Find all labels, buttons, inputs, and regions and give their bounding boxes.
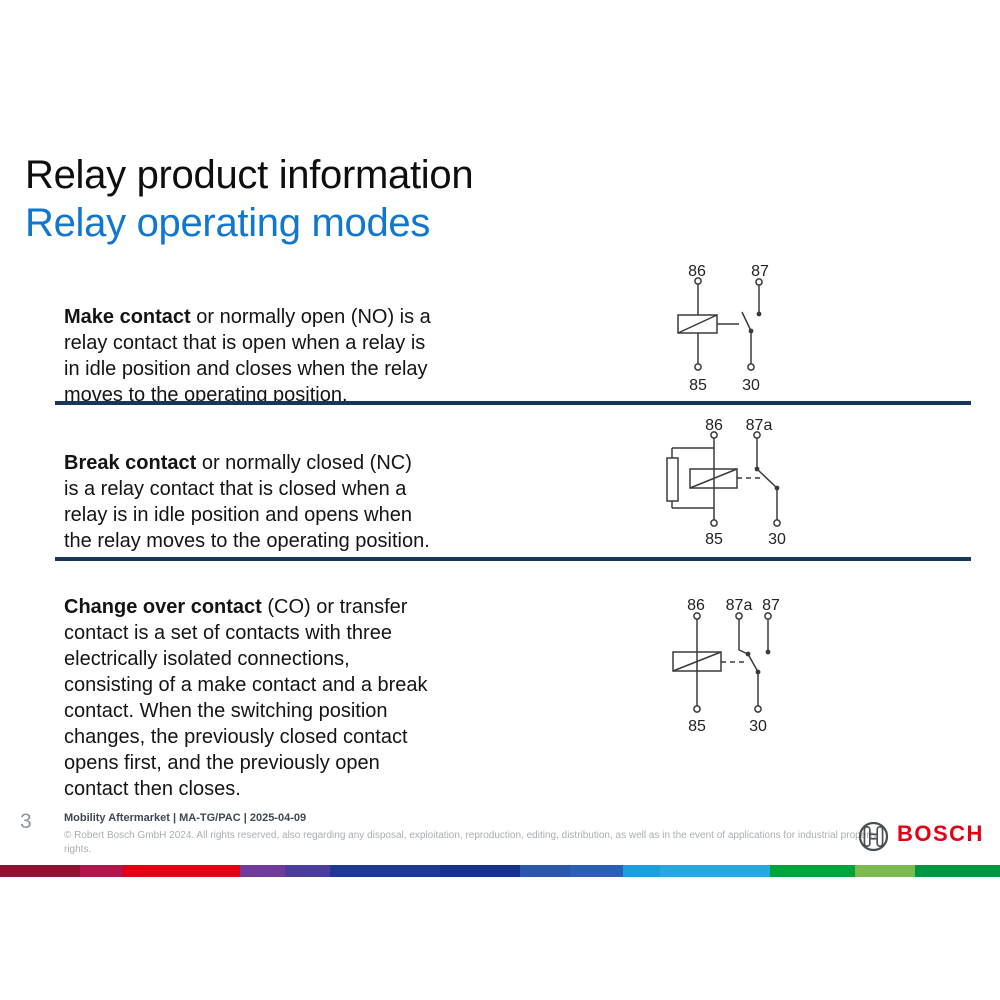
terminal-label-30: 30 (749, 718, 767, 735)
terminal-label-87: 87 (751, 263, 769, 280)
terminal-label-87a: 87a (746, 417, 773, 434)
terminal-label-87a: 87a (726, 597, 753, 614)
terminal-label-85: 85 (688, 718, 706, 735)
co-contact-symbol (721, 619, 769, 706)
terminal-87a (735, 612, 743, 620)
section-break-contact-lead: Break contact (64, 452, 197, 474)
coil-symbol (672, 619, 722, 706)
footer-meta: Mobility Aftermarket | MA-TG/PAC | 2025-… (64, 812, 307, 824)
terminal-label-85: 85 (689, 377, 707, 394)
break-contact-diagram: 86 87a 85 30 (666, 417, 786, 548)
bosch-logo: BOSCH (855, 816, 985, 856)
no-contact-symbol (717, 285, 760, 364)
terminal-label-86: 86 (688, 263, 706, 280)
section-divider (55, 557, 971, 561)
section-make-contact-text: Make contact or normally open (NO) is a … (64, 304, 534, 408)
terminal-87a (753, 431, 761, 439)
terminal-86 (710, 431, 718, 439)
parallel-resistor-symbol (666, 447, 714, 509)
section-break-contact-text: Break contact or normally closed (NC) is… (64, 450, 534, 554)
footer-copyright: © Robert Bosch GmbH 2024. All rights res… (64, 830, 878, 855)
terminal-85 (710, 519, 718, 527)
section-break-contact-body: or normally closed (NC) is a relay conta… (64, 452, 430, 552)
make-contact-diagram: 86 87 85 30 (677, 263, 769, 394)
page-number: 3 (20, 810, 32, 833)
terminal-30 (747, 363, 755, 371)
terminal-85 (694, 363, 702, 371)
terminal-30 (773, 519, 781, 527)
terminal-label-86: 86 (705, 417, 723, 434)
coil-symbol (689, 438, 738, 520)
section-change-over-lead: Change over contact (64, 596, 262, 618)
bosch-symbol-icon (858, 821, 889, 852)
terminal-label-87: 87 (762, 597, 780, 614)
terminal-label-85: 85 (705, 531, 723, 548)
supergraphic-bar (0, 865, 1000, 877)
section-change-over-text: Change over contact (CO) or transfer con… (64, 594, 534, 802)
terminal-label-86: 86 (687, 597, 705, 614)
page-title: Relay product information (25, 153, 474, 197)
terminal-label-30: 30 (768, 531, 786, 548)
terminal-label-30: 30 (742, 377, 760, 394)
section-divider (55, 401, 971, 405)
section-make-contact-lead: Make contact (64, 306, 191, 328)
terminal-30 (754, 705, 762, 713)
section-change-over-body: (CO) or transfer contact is a set of con… (64, 596, 428, 800)
terminal-86 (693, 612, 701, 620)
nc-contact-symbol (737, 438, 778, 520)
terminal-87 (755, 278, 763, 286)
page-subtitle: Relay operating modes (25, 201, 431, 245)
section-make-contact-body: or normally open (NO) is a relay contact… (64, 306, 431, 406)
bosch-wordmark: BOSCH (897, 821, 984, 846)
terminal-86 (694, 277, 702, 285)
terminal-85 (693, 705, 701, 713)
coil-symbol (677, 284, 718, 364)
terminal-87 (764, 612, 772, 620)
change-over-contact-diagram: 86 87a 87 85 30 (672, 597, 780, 735)
